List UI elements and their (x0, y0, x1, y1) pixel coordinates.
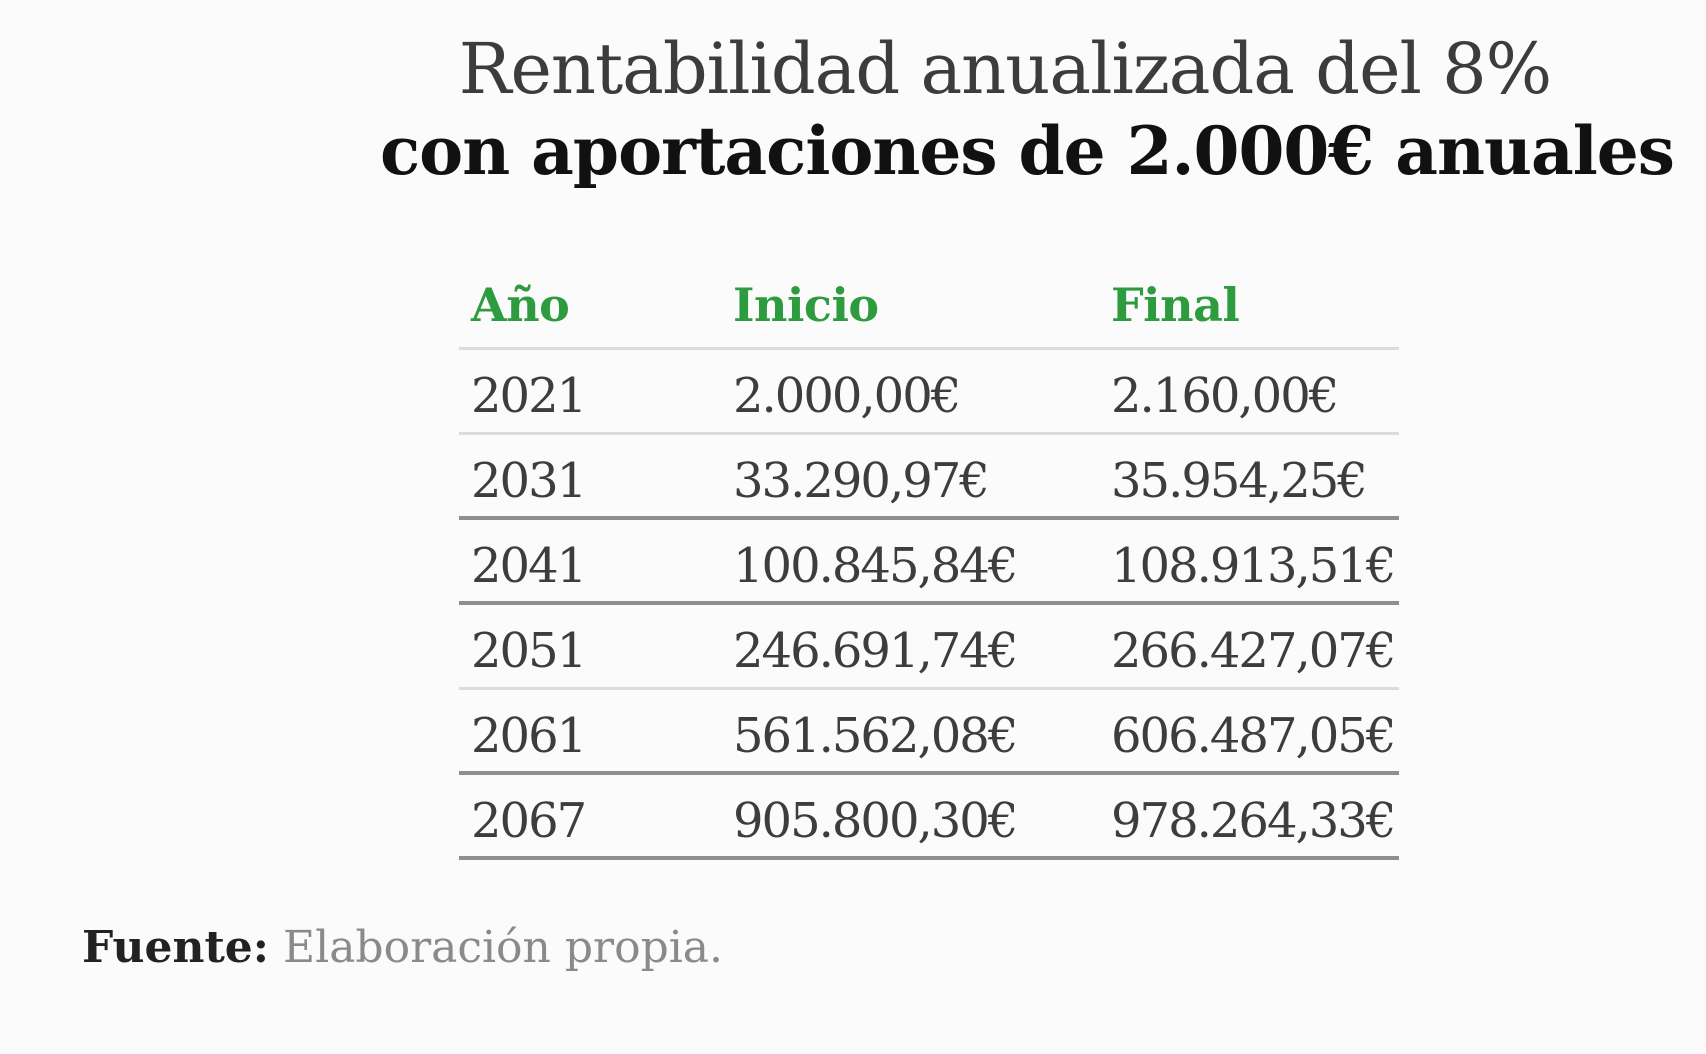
table-cell-final: 108.913,51€ (1111, 538, 1396, 594)
table-header-row: Año Inicio Final (459, 270, 1399, 350)
row-divider (459, 516, 1399, 520)
table-cell-final: 2.160,00€ (1111, 368, 1339, 424)
table-row: 2031 33.290,97€ 35.954,25€ (459, 435, 1399, 520)
table-row: 2041 100.845,84€ 108.913,51€ (459, 520, 1399, 605)
table-cell-year: 2061 (471, 708, 587, 764)
table-cell-year: 2031 (471, 453, 587, 509)
source-note: Fuente: Elaboración propia. (82, 922, 723, 973)
row-divider (459, 771, 1399, 775)
table-cell-year: 2067 (471, 793, 587, 849)
table-cell-final: 606.487,05€ (1111, 708, 1396, 764)
source-value: Elaboración propia. (283, 922, 724, 973)
table-cell-final: 978.264,33€ (1111, 793, 1396, 849)
table-cell-start: 2.000,00€ (733, 368, 961, 424)
table-cell-year: 2051 (471, 623, 587, 679)
chart-title: Rentabilidad anualizada del 8% (458, 28, 1552, 110)
table-cell-final: 35.954,25€ (1111, 453, 1368, 509)
table-cell-start: 905.800,30€ (733, 793, 1018, 849)
table-cell-start: 561.562,08€ (733, 708, 1018, 764)
table-row: 2021 2.000,00€ 2.160,00€ (459, 350, 1399, 435)
table-cell-start: 100.845,84€ (733, 538, 1018, 594)
chart-subtitle: con aportaciones de 2.000€ anuales (380, 112, 1675, 190)
row-divider (459, 432, 1399, 435)
row-divider (459, 601, 1399, 605)
table-cell-year: 2021 (471, 368, 587, 424)
table-cell-start: 33.290,97€ (733, 453, 990, 509)
table-row: 2061 561.562,08€ 606.487,05€ (459, 690, 1399, 775)
header-cell-start: Inicio (733, 278, 879, 332)
data-table: Año Inicio Final 2021 2.000,00€ 2.160,00€ 2… (459, 270, 1399, 860)
table-cell-year: 2041 (471, 538, 587, 594)
row-divider (459, 347, 1399, 350)
header-cell-final: Final (1111, 278, 1240, 332)
source-label: Fuente: (82, 922, 269, 973)
table-row: 2051 246.691,74€ 266.427,07€ (459, 605, 1399, 690)
header-cell-year: Año (471, 278, 570, 332)
row-divider (459, 687, 1399, 690)
table-row: 2067 905.800,30€ 978.264,33€ (459, 775, 1399, 860)
table-body: 2021 2.000,00€ 2.160,00€ 2031 33.290,97€ 35.9… (459, 350, 1399, 860)
table-cell-final: 266.427,07€ (1111, 623, 1396, 679)
row-divider (459, 856, 1399, 860)
table-cell-start: 246.691,74€ (733, 623, 1018, 679)
